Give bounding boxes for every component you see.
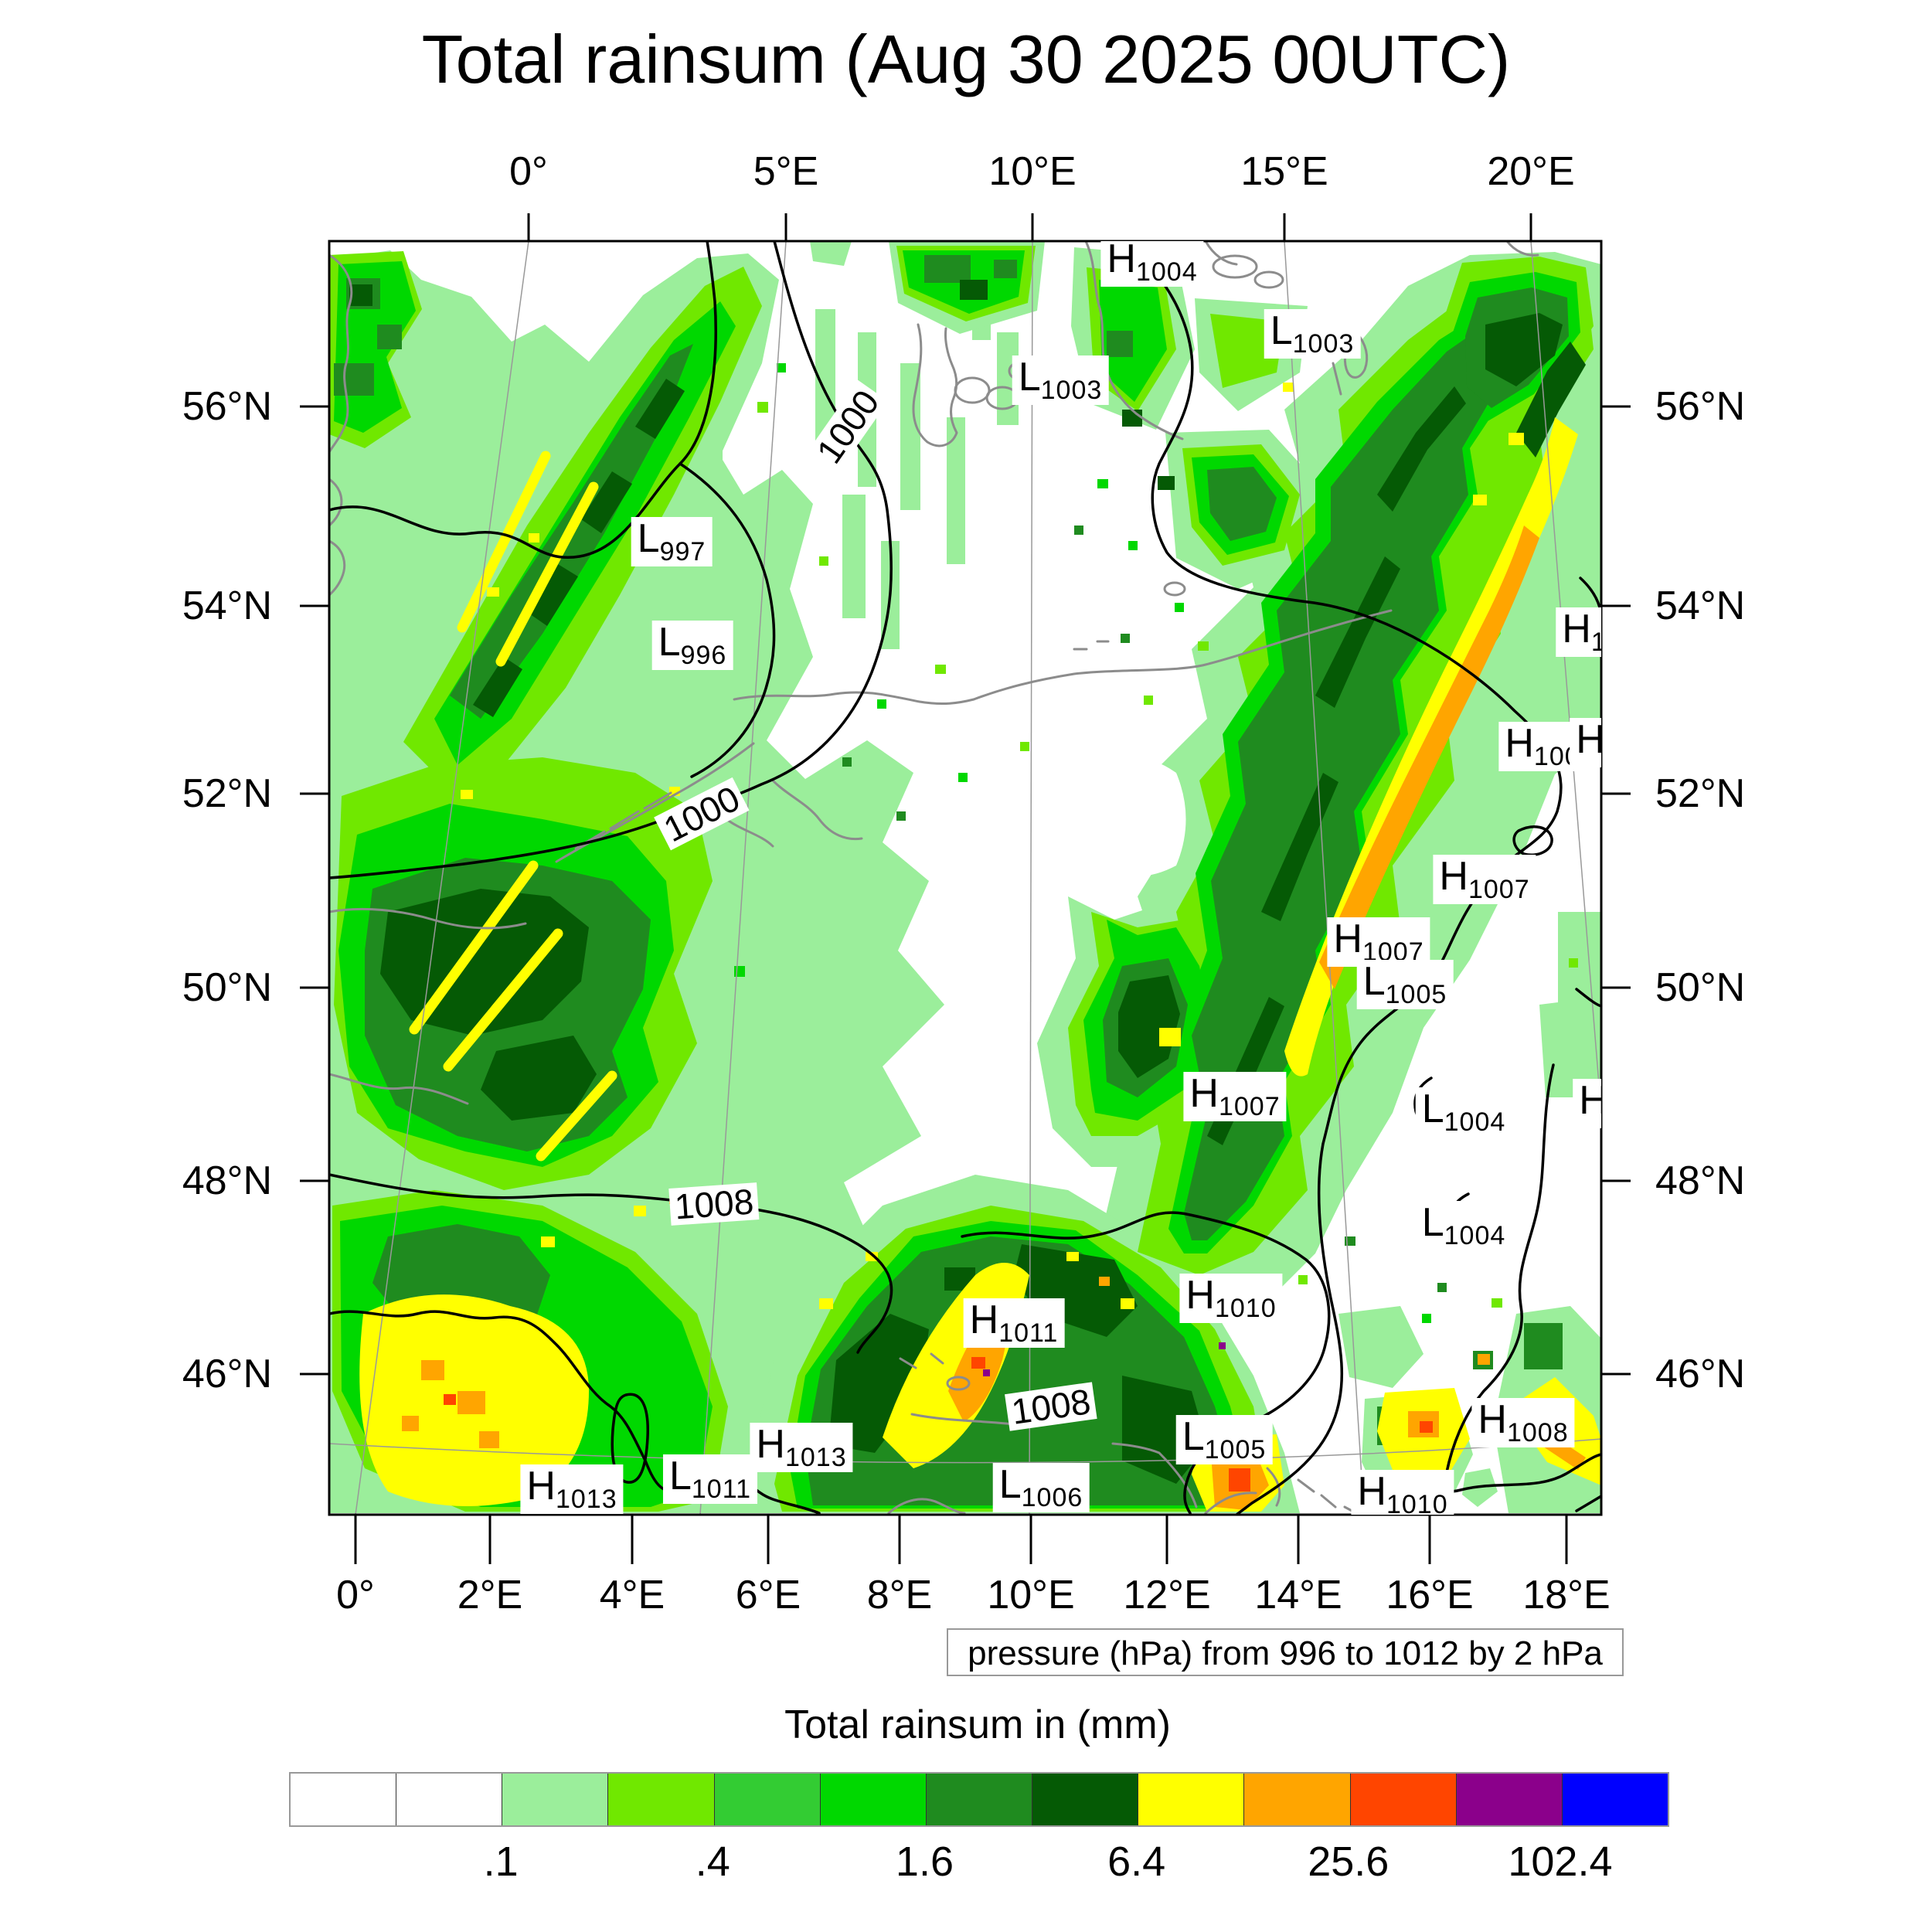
lon-tick-label-bottom: 18°E bbox=[1522, 1573, 1611, 1617]
lat-tick-label-left: 46°N bbox=[182, 1352, 272, 1396]
pressure-center-label: L1006 bbox=[992, 1463, 1090, 1512]
colorbar bbox=[289, 1772, 1669, 1827]
isobar-value-label: 1008 bbox=[1005, 1381, 1097, 1432]
colorbar-cell bbox=[608, 1774, 715, 1825]
colorbar-cell bbox=[502, 1774, 609, 1825]
colorbar-cell bbox=[1138, 1774, 1245, 1825]
graticule bbox=[329, 241, 1601, 1515]
pressure-center-label: L997 bbox=[631, 517, 713, 566]
colorbar-tick-label: 1.6 bbox=[895, 1838, 954, 1885]
lon-tick-label-bottom: 14°E bbox=[1254, 1573, 1342, 1617]
page-title: Total rainsum (Aug 30 2025 00UTC) bbox=[421, 21, 1511, 97]
lon-tick-label-bottom: 6°E bbox=[735, 1573, 801, 1617]
colorbar-cell bbox=[1032, 1774, 1139, 1825]
pressure-center-label: H1004 bbox=[1100, 241, 1204, 287]
pressure-center-label: L1005 bbox=[1175, 1415, 1273, 1464]
lon-tick-label-top: 10°E bbox=[988, 149, 1077, 194]
lon-tick-label-top: 20°E bbox=[1487, 149, 1575, 194]
colorbar-cell bbox=[714, 1774, 821, 1825]
pressure-center-label: L1011 bbox=[662, 1454, 758, 1504]
pressure-center-label: H1010 bbox=[1351, 1470, 1454, 1515]
colorbar-tick-label: .4 bbox=[695, 1838, 730, 1885]
isobar-value-label: 1000 bbox=[654, 777, 750, 851]
colorbar-tick-label: 25.6 bbox=[1308, 1838, 1389, 1885]
lon-tick-label-top: 0° bbox=[509, 149, 548, 194]
colorbar-cell bbox=[291, 1774, 397, 1825]
lat-tick-label-left: 52°N bbox=[182, 771, 272, 816]
pressure-center-label: H bbox=[1573, 1079, 1601, 1128]
colorbar-cell bbox=[1456, 1774, 1563, 1825]
lat-tick-label-right: 52°N bbox=[1655, 771, 1746, 816]
isobar-value-label: 1000 bbox=[807, 379, 889, 474]
lat-tick-label-right: 56°N bbox=[1655, 384, 1746, 429]
pressure-center-label: L1003 bbox=[1012, 355, 1109, 405]
map-frame bbox=[328, 240, 1603, 1516]
isobar-value-label: 1008 bbox=[668, 1181, 760, 1227]
lat-tick-label-right: 46°N bbox=[1655, 1352, 1746, 1396]
pressure-center-label: H1 bbox=[1556, 607, 1601, 657]
colorbar-cell bbox=[1350, 1774, 1457, 1825]
pressure-center-label: H1007 bbox=[1183, 1072, 1287, 1121]
pressure-center-label: H1007 bbox=[1433, 855, 1536, 904]
lon-tick-label-bottom: 4°E bbox=[599, 1573, 665, 1617]
colorbar-cell bbox=[1244, 1774, 1351, 1825]
pressure-center-label: L1004 bbox=[1415, 1087, 1512, 1137]
pressure-center-label: H1011 bbox=[963, 1298, 1065, 1348]
lon-tick-label-top: 5°E bbox=[753, 149, 819, 194]
colorbar-title: Total rainsum in (mm) bbox=[784, 1702, 1171, 1747]
lat-tick-label-right: 48°N bbox=[1655, 1158, 1746, 1203]
lat-tick-label-left: 54°N bbox=[182, 583, 272, 628]
pressure-center-label: L996 bbox=[651, 621, 733, 670]
pressure-center-label: H bbox=[1570, 718, 1601, 767]
pressure-center-label: H1013 bbox=[750, 1423, 853, 1472]
axis-ticks bbox=[300, 213, 1631, 1564]
pressure-center-label: L1004 bbox=[1415, 1201, 1512, 1250]
lat-tick-label-right: 54°N bbox=[1655, 583, 1746, 628]
lon-tick-label-top: 15°E bbox=[1240, 149, 1328, 194]
lon-tick-label-bottom: 0° bbox=[336, 1573, 375, 1617]
colorbar-tick-label: .1 bbox=[483, 1838, 519, 1885]
colorbar-tick-labels: .1 .4 1.6 6.4 25.6 102.4 bbox=[289, 1838, 1666, 1892]
colorbar-cell bbox=[926, 1774, 1033, 1825]
rainfall-field bbox=[329, 241, 1601, 1515]
map-annotation-overlay: H1004 L1003 L1003 L997 L996 H1 H100 H H1007 H1007… bbox=[329, 241, 1601, 1515]
lon-tick-label-bottom: 2°E bbox=[457, 1573, 523, 1617]
pressure-center-label: L1003 bbox=[1264, 309, 1361, 359]
lat-tick-label-left: 50°N bbox=[182, 965, 272, 1010]
pressure-center-label: L1005 bbox=[1356, 960, 1454, 1009]
colorbar-cell bbox=[396, 1774, 503, 1825]
colorbar-tick-label: 6.4 bbox=[1107, 1838, 1166, 1885]
pressure-center-label: H1013 bbox=[520, 1464, 624, 1514]
lon-tick-label-bottom: 10°E bbox=[987, 1573, 1075, 1617]
lat-tick-label-right: 50°N bbox=[1655, 965, 1746, 1010]
colorbar-cell bbox=[1562, 1774, 1668, 1825]
pressure-center-label: H1008 bbox=[1471, 1398, 1575, 1447]
lon-tick-label-bottom: 16°E bbox=[1386, 1573, 1474, 1617]
pressure-note: pressure (hPa) from 996 to 1012 by 2 hPa bbox=[947, 1628, 1624, 1676]
lat-tick-label-left: 48°N bbox=[182, 1158, 272, 1203]
lon-tick-label-bottom: 12°E bbox=[1123, 1573, 1211, 1617]
pressure-center-label: H1010 bbox=[1179, 1274, 1283, 1323]
lon-tick-label-bottom: 8°E bbox=[866, 1573, 933, 1617]
lat-tick-label-left: 56°N bbox=[182, 384, 272, 429]
colorbar-cell bbox=[820, 1774, 927, 1825]
colorbar-tick-label: 102.4 bbox=[1508, 1838, 1613, 1885]
